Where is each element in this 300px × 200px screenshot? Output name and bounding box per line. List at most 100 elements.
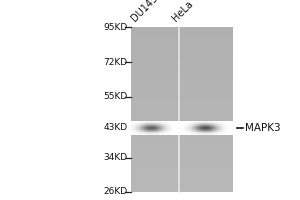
Bar	[166, 133, 167, 134]
Bar	[154, 128, 155, 129]
Bar	[225, 133, 226, 134]
Bar	[188, 125, 189, 126]
Bar	[145, 124, 146, 125]
Bar	[215, 121, 216, 122]
Bar	[183, 133, 184, 134]
Bar	[236, 133, 237, 134]
Bar	[174, 128, 175, 129]
Bar	[182, 127, 183, 128]
Bar	[220, 133, 221, 134]
Bar	[212, 132, 213, 133]
Bar	[231, 134, 232, 135]
Bar	[210, 133, 211, 134]
Bar	[124, 123, 125, 124]
Bar	[238, 125, 239, 126]
Bar	[152, 133, 153, 134]
Bar	[134, 123, 135, 124]
Bar	[202, 128, 203, 129]
Bar	[136, 127, 137, 128]
Bar	[230, 130, 231, 131]
Bar	[234, 131, 235, 132]
Bar	[167, 124, 168, 125]
Bar	[173, 124, 174, 125]
Bar	[209, 124, 210, 125]
Bar	[215, 128, 216, 129]
Bar	[223, 133, 224, 134]
Bar	[211, 132, 212, 133]
Bar	[227, 131, 228, 132]
Bar	[202, 131, 203, 132]
Bar	[222, 124, 223, 125]
Bar	[125, 121, 126, 122]
Bar	[182, 130, 183, 131]
Bar	[169, 127, 170, 128]
Bar	[236, 128, 237, 129]
Bar	[150, 131, 151, 132]
Bar	[177, 127, 178, 128]
Bar	[195, 121, 196, 122]
Bar	[196, 124, 197, 125]
Bar	[162, 122, 163, 123]
Bar	[130, 156, 232, 159]
Bar	[133, 126, 134, 127]
Bar	[220, 129, 221, 130]
Bar	[201, 121, 202, 122]
Bar	[207, 132, 208, 133]
Bar	[128, 121, 129, 122]
Bar	[186, 123, 187, 124]
Bar	[172, 124, 173, 125]
Bar	[211, 129, 212, 130]
Bar	[198, 129, 199, 130]
Bar	[189, 124, 190, 125]
Bar	[194, 134, 195, 135]
Bar	[149, 124, 150, 125]
Bar	[126, 128, 127, 129]
Bar	[133, 131, 134, 132]
Bar	[224, 131, 225, 132]
Bar	[196, 134, 197, 135]
Bar	[129, 133, 130, 134]
Bar	[155, 128, 156, 129]
Bar	[159, 121, 160, 122]
Bar	[174, 130, 175, 131]
Bar	[157, 130, 158, 131]
Bar	[163, 130, 164, 131]
Bar	[133, 121, 134, 122]
Bar	[196, 123, 197, 124]
Bar	[214, 128, 215, 129]
Bar	[159, 124, 160, 125]
Bar	[173, 128, 174, 129]
Bar	[121, 121, 122, 122]
Bar	[158, 127, 159, 128]
Bar	[232, 129, 233, 130]
Bar	[190, 134, 191, 135]
Bar	[147, 128, 148, 129]
Bar	[160, 127, 161, 128]
Bar	[238, 126, 239, 127]
Bar	[120, 123, 121, 124]
Bar	[181, 128, 182, 129]
Bar	[176, 123, 177, 124]
Bar	[195, 133, 196, 134]
Bar	[236, 134, 237, 135]
Bar	[119, 123, 120, 124]
Bar	[204, 121, 205, 122]
Bar	[119, 133, 120, 134]
Bar	[226, 131, 227, 132]
Bar	[161, 127, 162, 128]
Bar	[232, 134, 233, 135]
Bar	[130, 133, 131, 134]
Bar	[183, 127, 184, 128]
Bar	[130, 79, 232, 82]
Text: 55KD: 55KD	[103, 92, 128, 101]
Bar	[234, 130, 235, 131]
Bar	[160, 130, 161, 131]
Bar	[198, 125, 199, 126]
Bar	[192, 122, 193, 123]
Bar	[171, 123, 172, 124]
Bar	[182, 126, 183, 127]
Bar	[175, 127, 176, 128]
Bar	[228, 131, 229, 132]
Bar	[237, 130, 238, 131]
Bar	[139, 128, 140, 129]
